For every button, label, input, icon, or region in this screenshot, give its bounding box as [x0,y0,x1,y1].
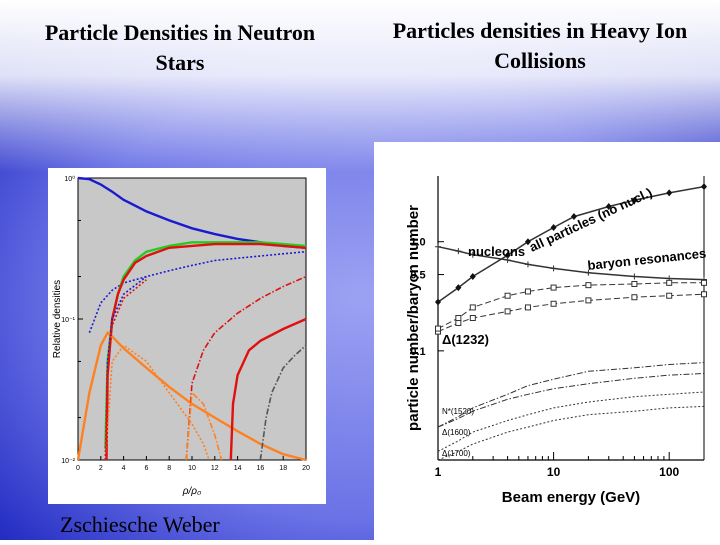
data-point [550,265,557,272]
data-point [469,315,476,321]
x-tick-label: 10 [188,465,196,472]
density-curve [185,390,223,461]
yield-curve [437,293,705,333]
data-point [455,284,462,292]
data-point [550,300,557,307]
x-tick-label: 14 [234,465,242,472]
heavy-ion-chart: 1 10 100 1.0 0.5 0.1 all particles (no nucl.)n… [405,176,707,506]
density-curve [105,242,307,461]
yield-curve [437,373,705,428]
neutron-star-chart: 0 2 4 6 8 10 12 14 16 18 20 10⁰ 10⁻¹ 10⁻² ρ/ρ₀ Relative… [52,175,310,497]
x-tick-label: 0 [76,465,80,472]
data-point [524,261,531,268]
y-tick-label: 10⁻¹ [61,317,75,324]
data-point [550,223,557,231]
data-point [504,251,511,259]
y-tick-label: 1.0 [410,237,425,249]
data-point [469,251,476,258]
yield-curve [437,391,705,452]
density-curve [259,344,307,461]
data-point [631,294,638,301]
x-tick-label: 10 [547,465,561,479]
x-tick-label: 12 [211,465,219,472]
data-point [666,189,673,197]
data-point [570,213,577,221]
data-point [701,279,707,286]
data-point [504,256,511,263]
density-curve [185,275,307,461]
annotation-delta-1700: Δ(1700) [442,449,471,458]
annotation-all-particles: all particles (no nucl.) [527,185,654,255]
data-point [469,304,476,311]
data-point [585,269,592,276]
data-point [469,273,476,281]
data-point [504,292,511,299]
density-curve [104,279,147,461]
data-point [435,243,441,250]
data-point [435,325,441,332]
data-point [524,238,531,246]
neutron-star-density-figure: 0 2 4 6 8 10 12 14 16 18 20 10⁰ 10⁻¹ 10⁻² ρ/ρ₀ Relative… [48,168,326,504]
x-tick-label: 8 [167,465,171,472]
x-tick-label: 6 [144,465,148,472]
x-tick-label: 20 [302,465,310,472]
data-point [550,284,557,291]
y-axis-label: Relative densities [52,280,63,358]
data-point [666,292,673,299]
x-tick-label: 1 [435,465,442,479]
density-curve [104,344,210,461]
data-point [631,196,638,204]
data-point [631,280,638,287]
density-curve [229,317,307,461]
x-axis-label: Beam energy (GeV) [502,489,640,506]
y-tick-label: 0.1 [410,346,425,358]
y-tick-label: 10⁰ [64,175,75,183]
data-point [631,273,638,280]
data-point [524,288,531,295]
data-point [701,291,707,298]
annotation-baryon-resonances: baryon resonances [587,246,707,273]
plot-area [77,177,307,461]
x-tick-label: 16 [257,465,265,472]
data-point [585,282,592,289]
yield-curve [437,282,704,330]
data-point [455,248,462,255]
data-point [455,315,462,321]
data-point [585,297,592,304]
density-curve [88,250,307,333]
heavy-ion-density-figure: 1 10 100 1.0 0.5 0.1 all particles (no nucl.) n… [374,142,720,540]
data-point [455,319,462,326]
x-tick-label: 2 [99,465,103,472]
annotation-delta-1232: Δ(1232) [442,332,489,347]
data-point [524,304,531,311]
y-tick-label: 0.5 [410,270,425,282]
author-credit: Zschiesche Weber [60,512,220,537]
slide-title-right: Particles densities in Heavy Ion Collisi… [392,18,688,73]
x-tick-label: 4 [122,465,126,472]
data-point [701,183,707,191]
annotation-nucleons: nucleons [468,244,525,259]
slide-title-left: Particle Densities in Neutron Stars [44,20,316,75]
data-point [605,203,612,211]
yield-curve [437,245,705,281]
y-axis-label: particle number/baryon number [405,205,422,431]
yield-curve [437,362,705,428]
y-tick-label: 10⁻² [61,458,75,465]
data-point [504,308,511,315]
annotation-n-1520: N*(1520) [442,407,474,416]
x-tick-label: 18 [279,465,287,472]
x-tick-label: 100 [659,465,679,479]
yield-curve [437,405,705,461]
x-axis-label: ρ/ρ₀ [182,486,201,497]
data-point [666,279,673,286]
data-point [435,298,441,306]
annotation-delta-1600: Δ(1600) [442,428,471,437]
